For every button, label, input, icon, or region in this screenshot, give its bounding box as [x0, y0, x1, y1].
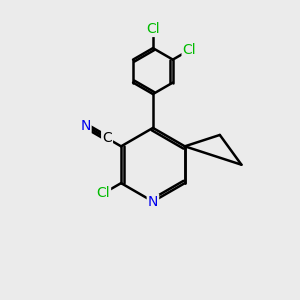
Text: N: N [80, 119, 91, 133]
Text: C: C [102, 131, 112, 145]
Text: Cl: Cl [183, 43, 196, 57]
Text: Cl: Cl [96, 186, 110, 200]
Text: Cl: Cl [146, 22, 160, 36]
Text: N: N [148, 194, 158, 208]
